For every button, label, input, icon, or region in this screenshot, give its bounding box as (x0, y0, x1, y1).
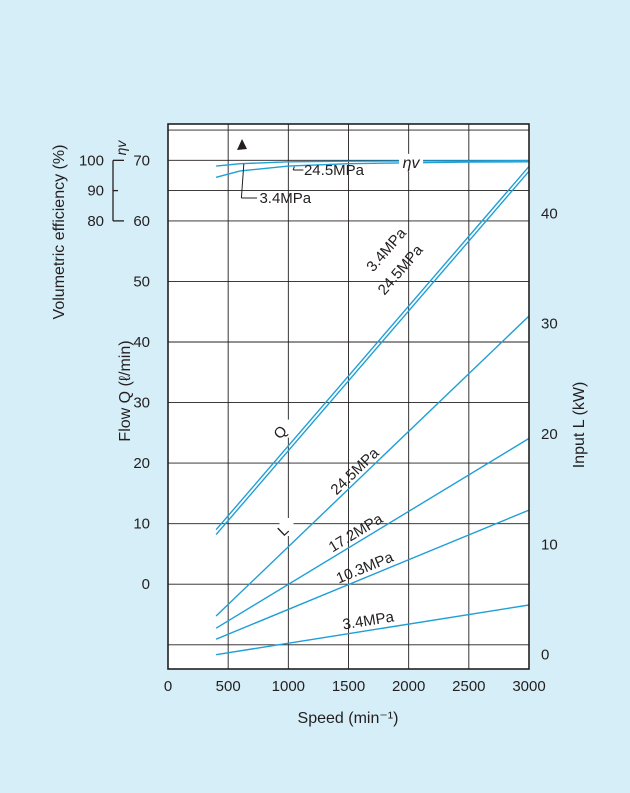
efficiency-tick-label: 100 (79, 152, 104, 169)
input-tick-label: 40 (541, 205, 558, 222)
input-tick-label: 20 (541, 426, 558, 443)
series-line-l-245mpa (215, 315, 530, 617)
series-line-l-34mpa (215, 604, 530, 656)
flow-tick-label: 50 (133, 273, 150, 290)
label-background (279, 517, 294, 536)
x-axis-title: Speed (min⁻¹) (298, 710, 399, 727)
ticks: 0 500 1000 1500 2000 2500 3000 0 10 20 30 40 50 60 70 0… (133, 152, 557, 695)
flow-tick-label: 70 (133, 152, 150, 169)
input-axis-title: Input L (kW) (571, 382, 588, 469)
efficiency-series-label: 24.5MPa (304, 162, 365, 179)
series-line-l-172mpa (215, 437, 530, 629)
flow-tick-label: 0 (142, 576, 150, 593)
flow-tick-label: 30 (133, 395, 150, 412)
efficiency-group-label: ηv (403, 155, 421, 172)
input-tick-label: 0 (541, 647, 549, 664)
curves (215, 159, 530, 656)
efficiency-symbol: ηv (113, 140, 129, 156)
x-tick-label: 500 (216, 678, 241, 695)
x-tick-label: 2000 (392, 678, 425, 695)
x-tick-label: 2500 (452, 678, 485, 695)
x-tick-label: 0 (164, 678, 172, 695)
leader-line (240, 163, 245, 199)
arrowhead (237, 139, 247, 150)
input-tick-label: 30 (541, 316, 558, 333)
flow-tick-label: 10 (133, 516, 150, 533)
label-background (276, 419, 293, 438)
series-line-v-245mpa (215, 161, 530, 178)
input-tick-label: 10 (541, 536, 558, 553)
x-tick-label: 1500 (332, 678, 365, 695)
grid (168, 124, 529, 669)
efficiency-tick-label: 80 (87, 213, 104, 230)
efficiency-axis-title: Volumetric efficiency (%) (51, 145, 68, 320)
plot-frame (167, 123, 530, 670)
series-line-v-34mpa (216, 159, 530, 167)
series-line-q-245mpa (215, 170, 530, 536)
flow-tick-label: 60 (133, 213, 150, 230)
x-tick-label: 1000 (272, 678, 305, 695)
efficiency-axis: 80 90 100 (79, 152, 124, 230)
label-background (399, 153, 424, 172)
efficiency-series-label: 3.4MPa (259, 190, 311, 207)
efficiency-tick-label: 90 (87, 183, 104, 200)
series-line-l-103mpa (215, 509, 530, 640)
leader-line (292, 166, 295, 171)
flow-tick-label: 20 (133, 455, 150, 472)
flow-tick-label: 40 (133, 334, 150, 351)
x-tick-label: 3000 (512, 678, 545, 695)
series-line-q-34mpa (215, 165, 530, 531)
flow-axis-title: Flow Q (ℓ/min) (117, 340, 134, 441)
